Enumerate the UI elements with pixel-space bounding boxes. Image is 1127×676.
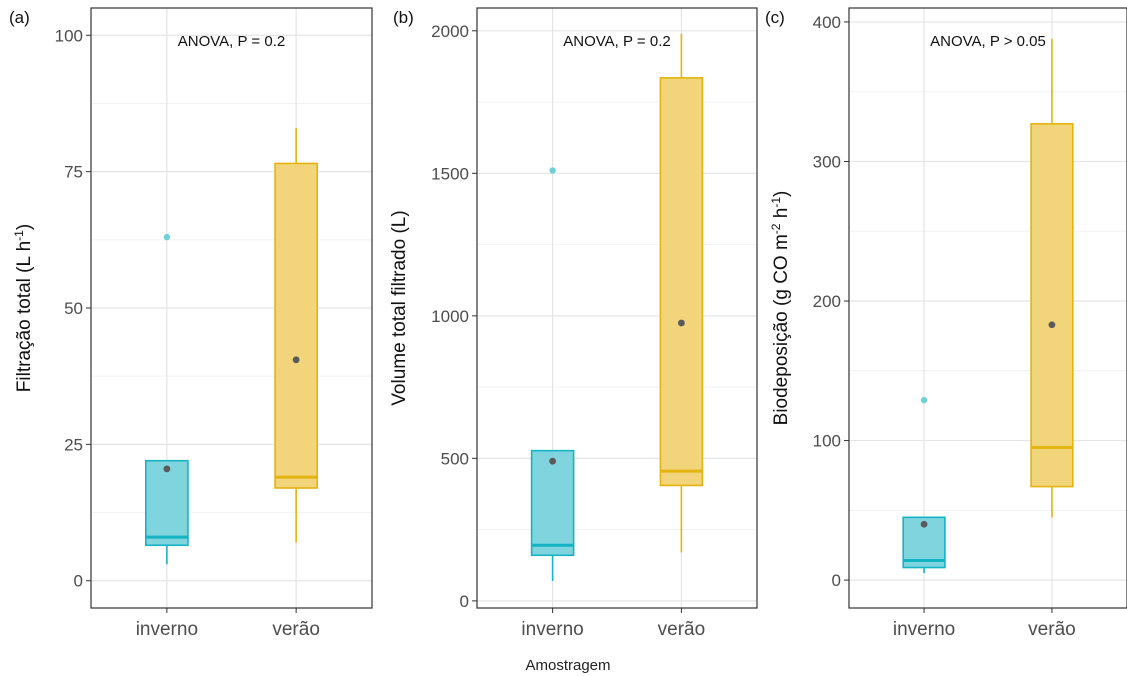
mean-point	[678, 319, 685, 327]
y-axis-label: Biodeposição (g CO m-2 h-1)	[769, 191, 792, 426]
mean-point	[920, 520, 928, 528]
y-axis-label-end: )	[14, 224, 35, 230]
panel-border	[476, 7, 758, 609]
panel-border	[848, 7, 1127, 609]
panel-label: (a)	[9, 8, 30, 27]
mean-point	[1048, 321, 1056, 329]
y-tick-label: 100	[813, 432, 841, 451]
y-tick-label: 200	[813, 292, 841, 311]
y-axis-label-end: )	[771, 191, 792, 197]
y-tick-label: 500	[441, 449, 469, 468]
y-tick-label: 0	[74, 572, 83, 591]
y-tick-label: 50	[64, 299, 83, 318]
y-tick-label: 1000	[431, 307, 469, 326]
y-axis-label-end: h	[771, 208, 792, 224]
x-tick-label: inverno	[136, 619, 198, 640]
outlier-point	[549, 167, 556, 174]
mean-point	[549, 457, 556, 465]
mean-point	[292, 356, 300, 364]
chart-panel-a: 0 25 50 75 100 inverno verão ANOVA, P = 0.2 (a) F…	[9, 7, 373, 640]
box-inverno	[144, 459, 189, 547]
panel-label: (b)	[393, 8, 414, 27]
box-verão	[659, 77, 704, 487]
y-tick-label: 1500	[431, 164, 469, 183]
y-tick-label: 100	[55, 26, 83, 45]
box-verão	[274, 162, 319, 489]
shared-x-axis-label: Amostragem	[525, 657, 610, 674]
chart-panel-c: 0 100 200 300 400 inverno verão ANOVA, P > 0.05…	[765, 7, 1127, 640]
panel-label: (c)	[765, 8, 785, 27]
y-axis-label: Volume total filtrado (L)	[389, 210, 410, 405]
y-axis-label: Filtração total (L h-1)	[12, 224, 35, 392]
outlier-point	[163, 233, 171, 241]
y-axis-label-sup: -1	[12, 230, 26, 241]
anova-annotation: ANOVA, P = 0.2	[563, 33, 670, 50]
y-axis-label-main: Volume total filtrado (L)	[389, 210, 410, 405]
y-axis-label-main: Filtração total (L h	[14, 241, 35, 392]
box-inverno	[530, 449, 575, 557]
y-tick-label: 0	[832, 571, 841, 590]
y-axis-label-sup: -2	[769, 223, 783, 234]
y-tick-label: 25	[64, 435, 83, 454]
x-tick-label: inverno	[521, 619, 583, 640]
y-tick-label: 75	[64, 163, 83, 182]
y-tick-label: 2000	[431, 22, 469, 41]
panels: 0 25 50 75 100 inverno verão ANOVA, P = 0.2 (a) F…	[9, 7, 1127, 640]
chart-panel-b: 0 500 1000 1500 2000 inverno verão ANOVA, P = 0…	[389, 7, 758, 640]
anova-annotation: ANOVA, P = 0.2	[178, 33, 285, 50]
x-tick-label: verão	[658, 619, 706, 640]
x-tick-label: verão	[272, 619, 320, 640]
anova-annotation: ANOVA, P > 0.05	[930, 33, 1046, 50]
y-axis-label-sup: -1	[769, 197, 783, 208]
outlier-point	[920, 396, 928, 404]
x-tick-label: verão	[1028, 619, 1076, 640]
box-verão	[1030, 123, 1074, 488]
x-tick-label: inverno	[893, 619, 955, 640]
y-axis-label-main: Biodeposição (g CO m	[771, 234, 792, 425]
y-tick-label: 300	[813, 152, 841, 171]
y-tick-label: 0	[460, 592, 469, 611]
mean-point	[163, 465, 171, 473]
y-tick-label: 400	[813, 13, 841, 32]
